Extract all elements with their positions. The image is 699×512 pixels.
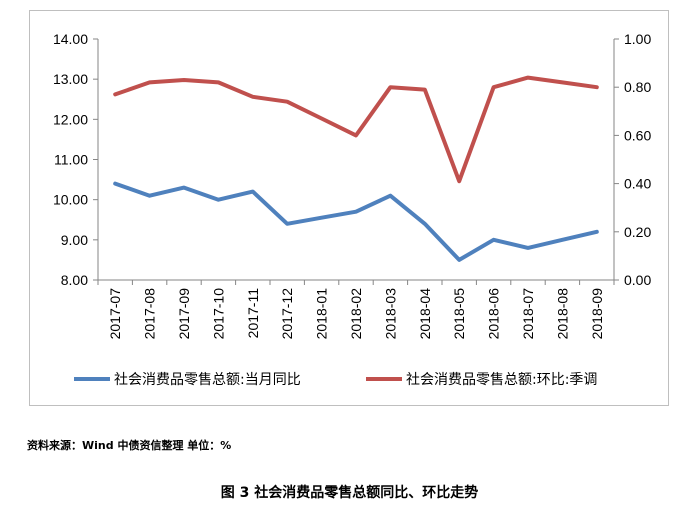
right-tick-label: 0.20 bbox=[624, 224, 651, 240]
right-tick-label: 0.40 bbox=[624, 176, 651, 192]
figure-caption: 图 3 社会消费品零售总额同比、环比走势 bbox=[220, 485, 479, 501]
x-tick-label: 2017-10 bbox=[210, 288, 226, 340]
line-chart: 8.00 9.00 10.00 11.00 12.00 13.00 14.00 0.00 0.2… bbox=[53, 31, 652, 388]
left-tick-label: 11.00 bbox=[54, 152, 88, 168]
right-tick-label: 1.00 bbox=[624, 31, 651, 47]
series-line-2 bbox=[113, 75, 599, 184]
left-tick-label: 9.00 bbox=[61, 232, 88, 248]
legend-label-2: 社会消费品零售总额:环比:季调 bbox=[406, 372, 597, 388]
x-tick-label: 2018-04 bbox=[417, 288, 433, 340]
x-tick-label: 2017-08 bbox=[142, 288, 158, 340]
x-tick-label: 2018-06 bbox=[486, 288, 502, 340]
right-tick-label: 0.80 bbox=[624, 79, 651, 95]
legend-label-1: 社会消费品零售总额:当月同比 bbox=[114, 372, 301, 388]
left-tick-label: 12.00 bbox=[53, 111, 88, 127]
x-tick-label: 2018-07 bbox=[520, 288, 536, 340]
x-tick-label: 2017-12 bbox=[279, 288, 295, 340]
right-tick-label: 0.60 bbox=[624, 127, 651, 143]
left-tick-label: 13.00 bbox=[53, 71, 88, 87]
x-tick-label: 2017-11 bbox=[245, 288, 261, 339]
x-tick-label: 2018-09 bbox=[589, 288, 605, 340]
x-tick-label: 2018-01 bbox=[314, 288, 330, 340]
right-tick-label: 0.00 bbox=[624, 272, 651, 288]
chart-frame: 8.00 9.00 10.00 11.00 12.00 13.00 14.00 0.00 0.2… bbox=[29, 10, 669, 406]
series-line-1 bbox=[113, 181, 599, 262]
x-tick-label: 2018-08 bbox=[554, 288, 570, 340]
left-tick-label: 10.00 bbox=[53, 192, 88, 208]
x-tick-label: 2018-05 bbox=[451, 288, 467, 340]
x-tick-label: 2018-03 bbox=[382, 288, 398, 340]
source-note: 资料来源：Wind 中债资信整理 单位：% bbox=[27, 439, 232, 452]
x-tick-label: 2018-02 bbox=[348, 288, 364, 340]
left-tick-label: 14.00 bbox=[53, 31, 88, 47]
x-tick-label: 2017-07 bbox=[107, 288, 123, 340]
x-tick-label: 2017-09 bbox=[176, 288, 192, 340]
left-tick-label: 8.00 bbox=[61, 272, 88, 288]
